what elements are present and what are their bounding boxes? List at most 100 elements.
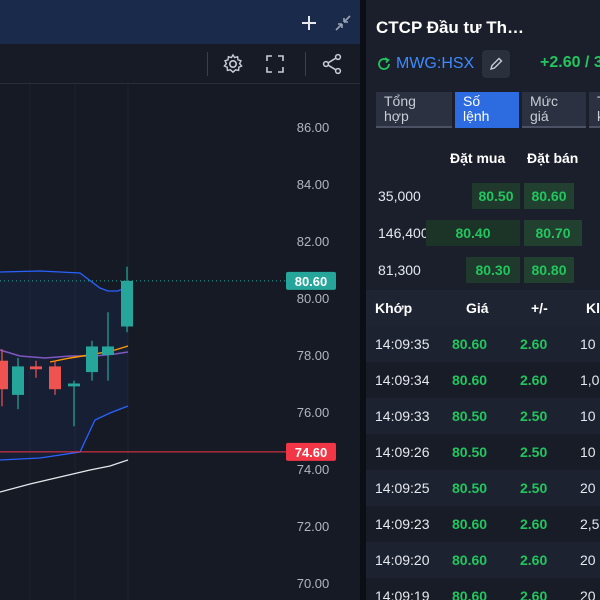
price-chart[interactable]: 80.60 74.60 86.00 84.00 82.00 80.00 78.00 76.0…: [0, 85, 360, 600]
matches-header: Khớp Giá +/- Kl: [366, 290, 600, 326]
chart-grid: [29, 85, 129, 600]
y-tick-label: 78.00: [297, 348, 330, 363]
trade-change: 2.60: [520, 516, 548, 532]
order-book-row[interactable]: 146,400 80.40 80.70: [366, 214, 600, 252]
reference-price-label: 74.60: [295, 445, 328, 460]
trade-row[interactable]: 14:09:19 80.60 2.60 20: [366, 578, 600, 600]
trade-change: 2.50: [520, 480, 548, 496]
chart-header-bar: [0, 0, 360, 44]
trade-price: 80.60: [452, 372, 488, 388]
order-book-row[interactable]: 35,000 80.50 80.60: [366, 177, 600, 215]
refresh-icon[interactable]: [376, 56, 392, 72]
trade-time: 14:09:25: [375, 480, 430, 496]
trade-row[interactable]: 14:09:20 80.60 2.60 20: [366, 542, 600, 578]
ask-price: 80.60: [524, 183, 574, 209]
candle: [121, 266, 133, 333]
toolbar-divider: [305, 52, 306, 76]
moving-average-white: [0, 459, 129, 493]
settings-gear-icon[interactable]: [221, 52, 245, 76]
lower-band-line: [0, 405, 129, 461]
company-name: CTCP Đầu tư Th…: [376, 18, 524, 37]
y-tick-label: 70.00: [297, 576, 330, 591]
y-tick-label: 74.00: [297, 462, 330, 477]
trade-volume: 10: [580, 408, 596, 424]
trade-volume: 1,00: [580, 372, 600, 388]
trade-row[interactable]: 14:09:34 80.60 2.60 1,00: [366, 362, 600, 398]
share-icon[interactable]: [320, 52, 344, 76]
tab-orders-label-1: Số: [463, 93, 481, 109]
trade-time: 14:09:26: [375, 444, 430, 460]
order-book-row[interactable]: 81,300 80.30 80.80: [366, 251, 600, 289]
candle: [0, 349, 8, 407]
trade-time: 14:09:23: [375, 516, 430, 532]
y-tick-label: 76.00: [297, 405, 330, 420]
candle-body: [121, 280, 133, 327]
order-volume: 81,300: [378, 262, 421, 278]
candle: [68, 380, 80, 427]
trade-row[interactable]: 14:09:35 80.60 2.60 10: [366, 326, 600, 362]
last-price-label: 80.60: [295, 274, 328, 289]
chart-toolbar: [0, 44, 360, 84]
y-tick-label: 80.00: [297, 291, 330, 306]
last-price-badge: [286, 271, 336, 290]
info-tabs: Tổng hợp Số lệnh Mức giá T k: [376, 92, 600, 128]
candle-body: [0, 360, 8, 390]
trade-price: 80.50: [452, 444, 488, 460]
y-tick-label: 72.00: [297, 519, 330, 534]
fullscreen-icon[interactable]: [263, 52, 287, 76]
trade-row[interactable]: 14:09:25 80.50 2.50 20: [366, 470, 600, 506]
moving-average-purple: [0, 349, 129, 359]
trade-change: 2.50: [520, 408, 548, 424]
bid-price: 80.30: [466, 257, 520, 283]
trade-price: 80.60: [452, 588, 488, 600]
edit-symbol-button[interactable]: [482, 50, 511, 78]
ticker-symbol[interactable]: MWG:HSX: [396, 55, 475, 72]
tab-price-levels[interactable]: Mức giá: [522, 92, 586, 128]
ticker-row: MWG:HSX: [376, 50, 511, 78]
toolbar-divider: [207, 52, 208, 76]
trade-time: 14:09:19: [375, 588, 430, 600]
candle-body: [102, 346, 114, 355]
order-book: 35,000 80.50 80.60 146,400 80.40 80.70 8…: [366, 175, 600, 290]
price-change: +2.60 / 3: [540, 54, 600, 71]
trade-change: 2.60: [520, 372, 548, 388]
y-tick-label: 82.00: [297, 234, 330, 249]
candle-body: [86, 346, 98, 373]
panel-divider[interactable]: [360, 0, 366, 600]
add-icon[interactable]: [298, 12, 320, 34]
candle: [49, 360, 61, 395]
candle-body: [12, 366, 24, 395]
reference-line: 80.60 74.60: [0, 271, 336, 461]
tab-price-levels-label-1: Mức: [530, 93, 559, 109]
trade-volume: 20: [580, 480, 596, 496]
reference-price-badge: [286, 442, 336, 461]
col-volume: Kl: [586, 300, 600, 316]
trade-row[interactable]: 14:09:33 80.50 2.50 10: [366, 398, 600, 434]
candle: [102, 312, 114, 381]
trade-time: 14:09:20: [375, 552, 430, 568]
trade-price: 80.50: [452, 408, 488, 424]
candle-body: [68, 383, 80, 387]
tab-overview-label-2: hợp: [384, 108, 409, 124]
candle: [86, 340, 98, 381]
y-tick-label: 86.00: [297, 120, 330, 135]
trade-row[interactable]: 14:09:23 80.60 2.60 2,50: [366, 506, 600, 542]
trade-row[interactable]: 14:09:26 80.50 2.50 10: [366, 434, 600, 470]
tab-overview[interactable]: Tổng hợp: [376, 92, 452, 128]
ask-price: 80.80: [524, 257, 574, 283]
tab-more[interactable]: T k: [589, 92, 600, 128]
trade-volume: 10: [580, 444, 596, 460]
trade-volume: 20: [580, 588, 596, 600]
tab-orders-label-2: lệnh: [463, 108, 490, 124]
pencil-icon: [490, 57, 503, 71]
trade-time: 14:09:34: [375, 372, 430, 388]
tab-more-label-2: k: [597, 109, 600, 124]
trade-volume: 10: [580, 336, 596, 352]
buy-header: Đặt mua: [450, 150, 506, 166]
trade-volume: 20: [580, 552, 596, 568]
tab-overview-label-1: Tổng: [384, 93, 416, 109]
collapse-icon[interactable]: [332, 12, 354, 34]
col-change: +/-: [531, 300, 548, 316]
tab-orders[interactable]: Số lệnh: [455, 92, 519, 128]
trade-price: 80.50: [452, 480, 488, 496]
